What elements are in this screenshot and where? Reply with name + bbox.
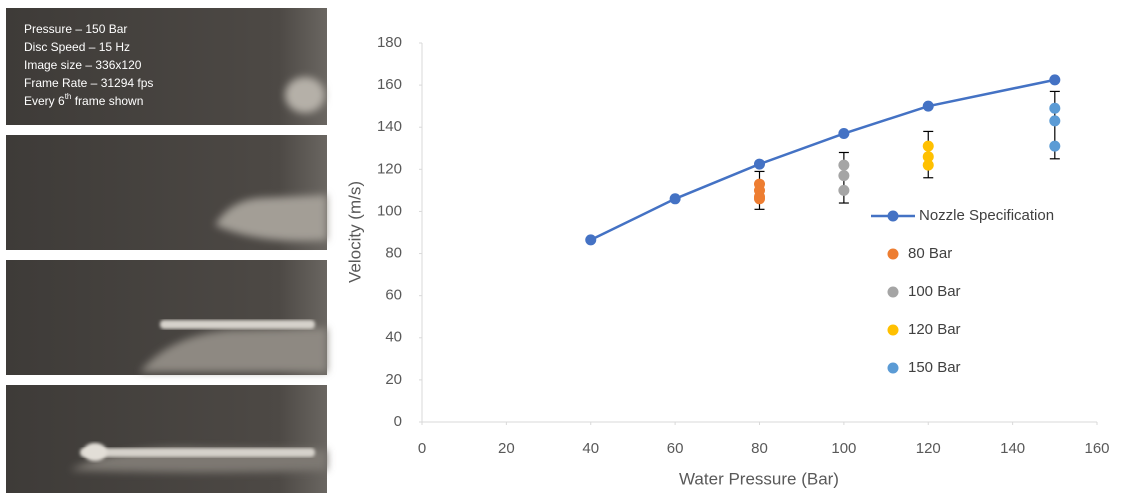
y-tick-label: 180: [377, 34, 402, 51]
point: [923, 160, 934, 171]
x-tick-label: 160: [1084, 440, 1109, 457]
point: [585, 234, 596, 245]
x-tick-label: 100: [831, 440, 856, 457]
caption-line: Pressure – 150 Bar: [24, 22, 127, 36]
point: [1049, 115, 1060, 126]
caption-line: Every 6th frame shown: [24, 92, 143, 108]
caption-text: frame shown: [71, 94, 143, 108]
jet-head: [83, 443, 107, 461]
point: [838, 128, 849, 139]
y-axis-title: Velocity (m/s): [345, 181, 364, 283]
frame: [6, 385, 327, 493]
figure: Pressure – 150 Bar Disc Speed – 15 Hz Im…: [0, 0, 1129, 493]
point: [754, 193, 765, 204]
y-tick-label: 100: [377, 202, 402, 219]
point: [754, 159, 765, 170]
legend-label: 80 Bar: [908, 245, 952, 262]
y-tick-label: 120: [377, 160, 402, 177]
legend-label: Nozzle Specification: [919, 207, 1054, 224]
y-tick-label: 20: [385, 371, 402, 388]
x-axis-title: Water Pressure (Bar): [679, 469, 839, 488]
point: [1049, 74, 1060, 85]
caption-sup: th: [65, 92, 72, 101]
point: [838, 170, 849, 181]
point: [838, 185, 849, 196]
x-tick-label: 120: [916, 440, 941, 457]
caption-line: Frame Rate – 31294 fps: [24, 76, 153, 90]
legend-label: 150 Bar: [908, 359, 961, 376]
point: [923, 101, 934, 112]
legend-label: 100 Bar: [908, 283, 961, 300]
y-tick-label: 60: [385, 287, 402, 304]
y-tick-label: 140: [377, 118, 402, 135]
y-tick-label: 80: [385, 245, 402, 262]
caption-line: Image size – 336x120: [24, 58, 142, 72]
x-tick-label: 140: [1000, 440, 1025, 457]
point: [1049, 103, 1060, 114]
x-tick-label: 0: [418, 440, 426, 457]
legend-swatch: [888, 325, 899, 336]
legend-swatch: [888, 287, 899, 298]
x-tick-label: 80: [751, 440, 768, 457]
legend-swatch: [888, 363, 899, 374]
caption-line: Disc Speed – 15 Hz: [24, 40, 130, 54]
point: [670, 193, 681, 204]
legend-swatch: [888, 211, 899, 222]
x-tick-label: 20: [498, 440, 515, 457]
x-tick-label: 60: [667, 440, 684, 457]
point: [923, 141, 934, 152]
y-tick-label: 160: [377, 76, 402, 93]
x-tick-label: 40: [582, 440, 599, 457]
jet: [80, 448, 315, 457]
plume: [285, 77, 325, 113]
point: [838, 160, 849, 171]
caption-text: Every 6: [24, 94, 65, 108]
point: [1049, 141, 1060, 152]
y-tick-label: 40: [385, 329, 402, 346]
legend-swatch: [888, 249, 899, 260]
jet: [160, 320, 315, 329]
legend-label: 120 Bar: [908, 321, 961, 338]
y-tick-label: 0: [394, 413, 402, 430]
